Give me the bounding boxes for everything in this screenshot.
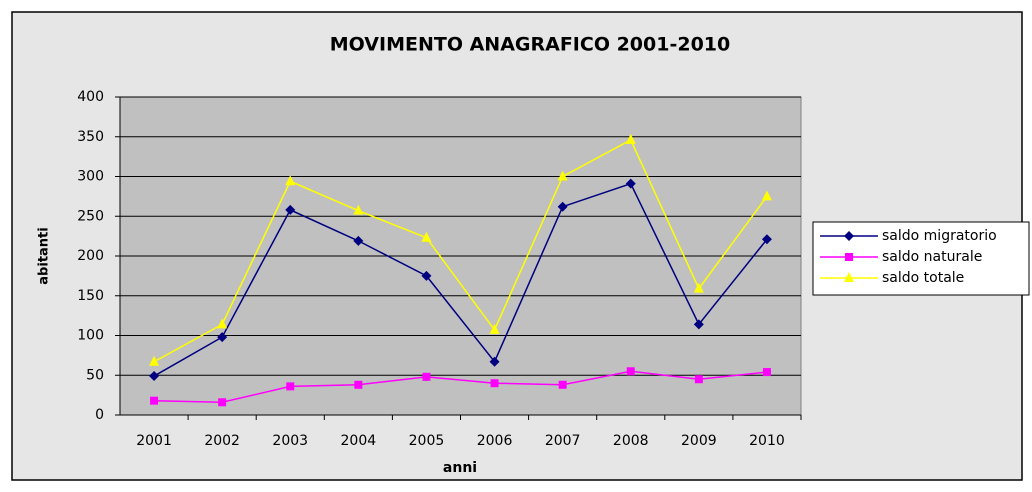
data-point [489, 356, 500, 367]
x-tick-label: 2006 [477, 433, 513, 449]
data-point [761, 234, 772, 245]
y-tick-label: 50 [86, 367, 104, 383]
x-tick-label: 2001 [136, 433, 172, 449]
x-tick-label: 2002 [204, 433, 240, 449]
data-point [626, 367, 635, 376]
data-point [625, 133, 636, 144]
data-point [150, 396, 159, 405]
data-point [694, 375, 703, 384]
data-point [489, 323, 500, 334]
data-point [422, 372, 431, 381]
data-point [625, 178, 636, 189]
legend-marker [845, 253, 853, 261]
data-point [557, 201, 568, 212]
data-point [693, 319, 704, 330]
x-tick-label: 2010 [749, 433, 785, 449]
data-point [558, 380, 567, 389]
legend-marker [844, 231, 854, 241]
data-point [285, 175, 296, 186]
y-axis-label: abitanti [37, 227, 52, 284]
chart-title: MOVIMENTO ANAGRAFICO 2001-2010 [330, 34, 730, 56]
data-point [149, 371, 160, 382]
x-tick-label: 2004 [341, 433, 377, 449]
data-point [490, 379, 499, 388]
series-line [153, 182, 768, 377]
x-axis-label: anni [443, 460, 477, 476]
data-point [285, 204, 296, 215]
legend-label: saldo naturale [882, 249, 982, 265]
y-tick-label: 250 [77, 208, 104, 224]
data-point [149, 355, 160, 366]
data-point [353, 204, 364, 215]
series-line [154, 370, 768, 404]
x-tick-label: 2008 [613, 433, 649, 449]
legend-label: saldo totale [882, 270, 964, 286]
data-point [353, 235, 364, 246]
y-tick-label: 150 [77, 288, 104, 304]
legend-marker [844, 272, 854, 282]
y-tick-label: 300 [77, 169, 104, 185]
y-tick-label: 200 [77, 248, 104, 264]
y-tick-label: 100 [77, 328, 104, 344]
series-line [153, 138, 768, 363]
data-point [354, 380, 363, 389]
x-tick-label: 2007 [545, 433, 581, 449]
x-tick-label: 2005 [409, 433, 445, 449]
data-point [421, 231, 432, 242]
data-point [762, 368, 771, 377]
x-tick-label: 2003 [272, 433, 308, 449]
data-point [286, 382, 295, 391]
data-point [217, 332, 228, 343]
data-point [693, 282, 704, 293]
y-tick-label: 400 [77, 89, 104, 105]
data-point [421, 270, 432, 281]
y-tick-label: 350 [77, 129, 104, 145]
legend-label: saldo migratorio [882, 228, 997, 244]
data-point [557, 170, 568, 181]
data-point [218, 398, 227, 407]
data-point [761, 190, 772, 201]
data-point [217, 318, 228, 329]
y-tick-label: 0 [95, 407, 104, 423]
x-tick-label: 2009 [681, 433, 717, 449]
